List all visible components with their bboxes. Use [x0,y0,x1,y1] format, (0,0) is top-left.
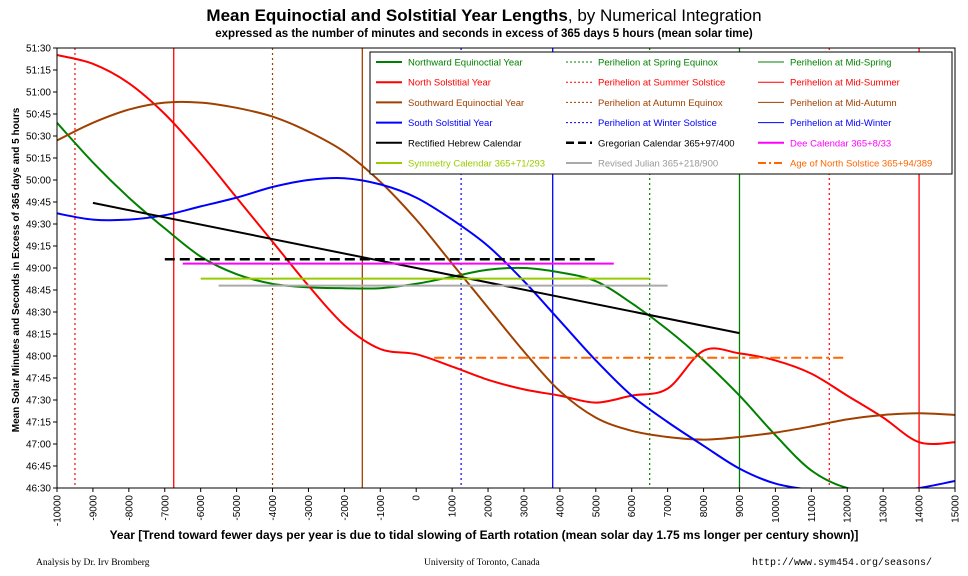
legend-label: Perihelion at Autumn Equinox [598,98,723,109]
series-south-solstitial-year [57,176,955,488]
y-tick-label: 48:15 [26,330,51,341]
x-tick-label: 11000 [807,495,818,523]
legend-label: Perihelion at Summer Solstice [598,78,725,89]
y-tick-label: 51:30 [26,44,51,55]
x-tick-label: -8000 [124,495,135,521]
x-tick-label: 10000 [771,495,782,523]
y-tick-label: 48:00 [26,352,51,363]
series-lines [57,54,955,488]
y-axis-label: Mean Solar Minutes and Seconds in Excess… [11,107,22,432]
legend-label: Perihelion at Mid-Spring [790,58,891,69]
axes: 46:30 46:45 47:00 47:15 47:30 47:45 48:00 48:15… [26,44,962,527]
y-tick-label: 51:15 [26,66,51,77]
x-tick-label: -3000 [304,495,315,521]
y-tick-label: 50:15 [26,154,51,165]
x-tick-label: 3000 [519,495,530,518]
x-tick-label: -6000 [196,495,207,521]
chart-title-rest: , by Numerical Integration [567,6,762,25]
legend-label: Perihelion at Mid-Summer [790,78,900,89]
x-tick-label: 6000 [627,495,638,518]
legend-label: Age of North Solstice 365+94/389 [790,159,932,170]
x-tick-label: 14000 [915,495,926,523]
x-tick-label: 4000 [555,495,566,518]
legend-label: Perihelion at Spring Equinox [598,58,718,69]
x-tick-label: -9000 [88,495,99,521]
legend-label: Dee Calendar 365+8/33 [790,138,891,149]
series-southward-equinoctial-year [57,100,955,441]
y-tick-label: 49:45 [26,198,51,209]
x-tick-label: 15000 [951,495,962,523]
y-tick-label: 49:30 [26,220,51,231]
x-tick-label: 2000 [484,495,495,518]
footer-author: Analysis by Dr. Irv Bromberg [36,558,150,568]
y-tick-label: 47:15 [26,418,51,429]
legend-label: Symmetry Calendar 365+71/293 [408,159,545,170]
chart-subtitle: expressed as the number of minutes and s… [215,28,753,40]
y-tick-label: 47:30 [26,396,51,407]
legend-label: Revised Julian 365+218/900 [598,159,718,170]
y-tick-label: 47:45 [26,374,51,385]
y-tick-label: 46:45 [26,462,51,473]
y-tick-label: 50:30 [26,132,51,143]
x-tick-label: 9000 [735,495,746,518]
footer-institution: University of Toronto, Canada [424,558,540,568]
series-north-solstitial-year [57,54,955,446]
series-northward-equinoctial-year [57,122,852,488]
legend-label: South Solstitial Year [408,118,493,129]
x-tick-label: -7000 [160,495,171,521]
y-tick-label: 47:00 [26,440,51,451]
y-tick-label: 49:15 [26,242,51,253]
y-tick-label: 46:30 [26,484,51,495]
y-tick-label: 48:30 [26,308,51,319]
legend-label: Northward Equinoctial Year [408,58,523,69]
x-tick-label: 12000 [843,495,854,523]
x-tick-label: 7000 [663,495,674,518]
chart-title-bold: Mean Equinoctial and Solstitial Year Len… [206,6,568,25]
legend-label: Rectified Hebrew Calendar [408,138,522,149]
y-tick-label: 50:45 [26,110,51,121]
x-tick-label: 1000 [448,495,459,518]
legend-box [369,51,953,175]
legend-label: North Solstitial Year [408,78,491,89]
legend-label: Southward Equinoctial Year [408,98,524,109]
y-tick-label: 49:00 [26,264,51,275]
x-tick-label: 0 [412,495,423,501]
x-tick-label: -2000 [340,495,351,521]
x-tick-label: -10000 [53,495,64,527]
chart-title: Mean Equinoctial and Solstitial Year Len… [0,6,968,26]
legend-label: Perihelion at Mid-Autumn [790,98,897,109]
y-tick-label: 51:00 [26,88,51,99]
x-tick-label: 13000 [879,495,890,523]
x-axis-label: Year [Trend toward fewer days per year i… [109,528,859,542]
y-tick-label: 50:00 [26,176,51,187]
x-tick-label: -1000 [376,495,387,521]
x-tick-label: 8000 [699,495,710,518]
x-tick-label: -5000 [232,495,243,521]
legend-label: Gregorian Calendar 365+97/400 [598,138,735,149]
legend: Northward Equinoctial Year North Solstiti… [369,51,953,175]
legend-label: Perihelion at Mid-Winter [790,118,891,129]
footer-url[interactable]: http://www.sym454.org/seasons/ [752,558,933,569]
series-rectified-hebrew-calendar [92,201,740,335]
x-tick-label: 5000 [591,495,602,518]
y-tick-label: 48:45 [26,286,51,297]
x-tick-label: -4000 [268,495,279,521]
legend-label: Perihelion at Winter Solstice [598,118,717,129]
